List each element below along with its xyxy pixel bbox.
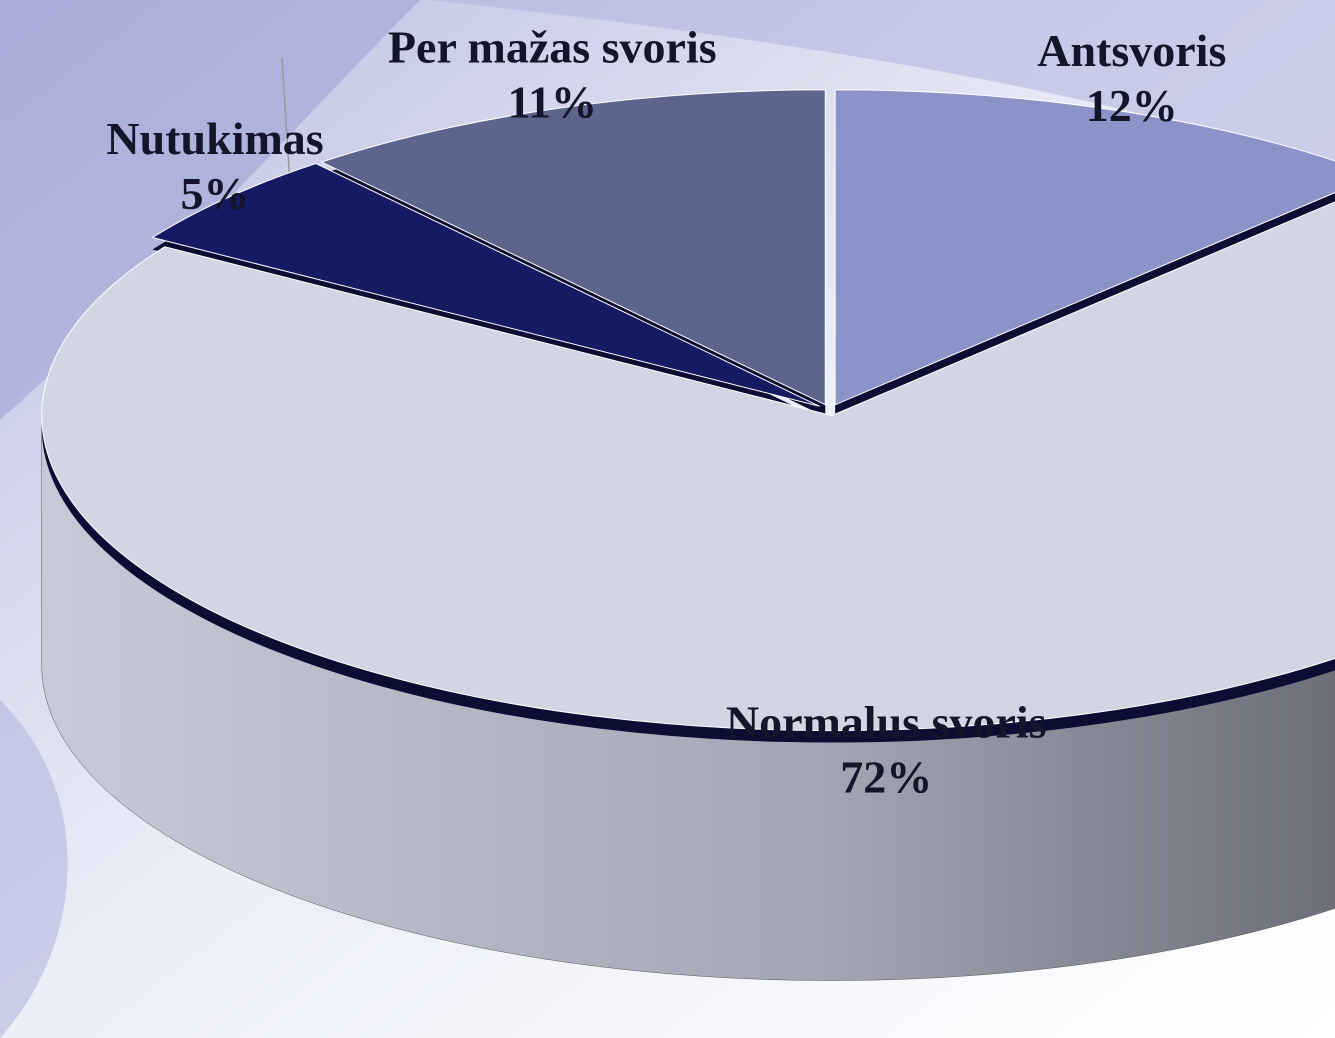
slice-label: Per mažas svoris	[388, 21, 717, 72]
leader-line	[281, 57, 291, 186]
pie-slice	[320, 89, 826, 406]
slice-value-label: 11%	[508, 76, 597, 127]
pie-slice	[834, 89, 1335, 406]
slice-label: Nutukimas	[106, 113, 323, 164]
slice-value-label: 12%	[1086, 80, 1178, 131]
bg-wave	[430, 0, 1335, 170]
pie-slice	[151, 163, 820, 407]
bg-wave	[0, 700, 68, 1038]
slice-label: Normalus svoris	[726, 696, 1047, 747]
slice-value-label: 72%	[840, 751, 932, 802]
slice-value-label: 5%	[181, 168, 250, 219]
slice-label: Antsvoris	[1037, 25, 1226, 76]
pie-slice	[41, 201, 1335, 732]
